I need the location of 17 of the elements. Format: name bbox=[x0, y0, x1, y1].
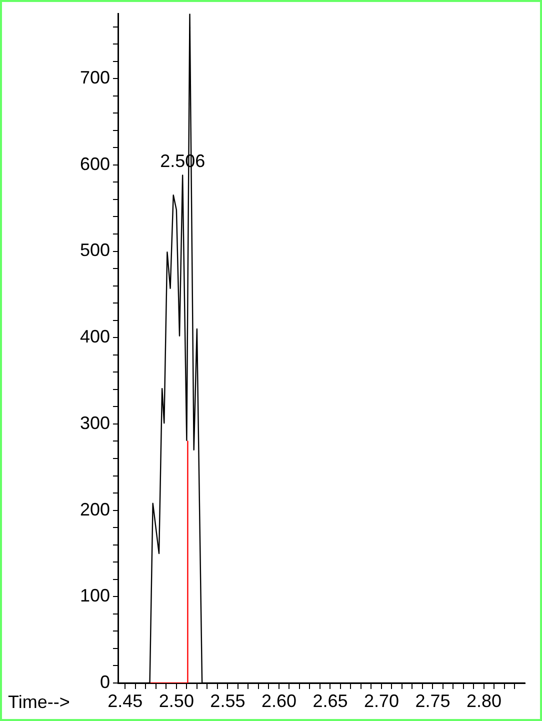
x-tick-label: 2.70 bbox=[364, 690, 399, 711]
y-tick-label: 0 bbox=[100, 672, 110, 692]
y-tick-label: 700 bbox=[80, 68, 110, 88]
x-tick-label: 2.55 bbox=[210, 690, 246, 711]
y-tick-label: 400 bbox=[80, 326, 110, 347]
y-tick-label: 600 bbox=[80, 154, 110, 174]
y-tick-label: 200 bbox=[80, 499, 110, 520]
y-tick-label: 100 bbox=[80, 586, 110, 606]
x-tick-label: 2.50 bbox=[158, 690, 194, 711]
x-tick-label: 2.60 bbox=[261, 690, 296, 711]
y-tick-label: 300 bbox=[80, 412, 110, 433]
x-tick-label: 2.80 bbox=[466, 690, 502, 711]
x-tick-label: 2.45 bbox=[108, 690, 143, 711]
x-tick-label: 2.75 bbox=[415, 690, 450, 711]
x-tick-label: 2.65 bbox=[312, 690, 348, 711]
y-tick-label: 500 bbox=[80, 240, 110, 260]
x-axis-title: Time--> bbox=[8, 692, 70, 712]
